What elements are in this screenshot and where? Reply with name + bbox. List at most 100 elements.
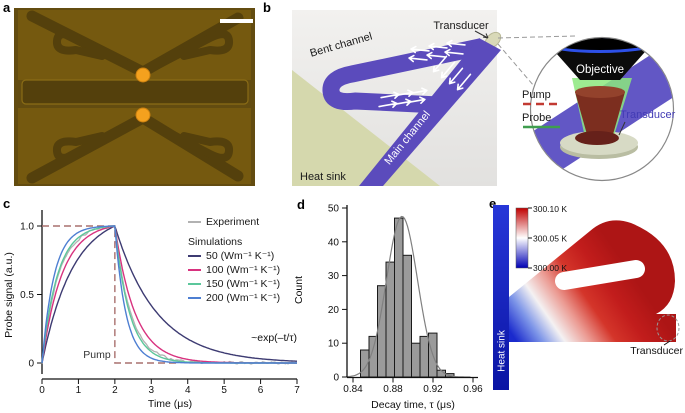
e-colorbar-mid: 300.05 K — [533, 234, 567, 244]
panel-a-label: a — [3, 0, 11, 15]
legend-sim-200-label: 200 (Wm⁻¹ K⁻¹) — [206, 292, 281, 304]
panel-e-label: e — [489, 196, 497, 211]
d-y-tick-label: 20 — [328, 305, 340, 316]
d-bar — [385, 261, 395, 378]
c-x-tick-label: 6 — [258, 385, 264, 396]
legend-sim-150-swatch — [188, 282, 201, 286]
d-x-tick-label: 0.84 — [343, 384, 363, 395]
objective-label: Objective — [576, 64, 624, 76]
e-heat-sink-label: Heat sink — [497, 329, 508, 372]
d-y-tick-label: 10 — [328, 339, 340, 350]
micrograph-main-channel — [21, 79, 249, 105]
c-axes: 0 1 2 3 4 5 6 7 0 0.5 1.0 — [20, 210, 300, 396]
legend-sim-100: 100 (Wm⁻¹ K⁻¹) — [188, 263, 303, 277]
legend-sim-50-label: 50 (Wm⁻¹ K⁻¹) — [206, 250, 275, 262]
scale-bar — [220, 19, 253, 23]
e-transducer-outline — [656, 314, 680, 342]
d-x-tick-label: 0.96 — [463, 384, 483, 395]
d-bar — [419, 335, 429, 378]
legend-sim-50: 50 (Wm⁻¹ K⁻¹) — [188, 249, 303, 263]
exp-decay-annotation: ~exp(–t/τ) — [251, 332, 297, 344]
transducer-label: Transducer — [433, 20, 489, 32]
probe-label: Probe — [522, 112, 551, 124]
d-bar — [402, 254, 412, 378]
d-bar — [411, 342, 421, 378]
d-bar — [377, 285, 387, 378]
c-x-tick-label: 1 — [76, 385, 82, 396]
c-x-tick-label: 4 — [185, 385, 191, 396]
e-loop-hole — [555, 260, 645, 290]
legend-simulations-header: Simulations — [188, 235, 243, 248]
panel-b-schematic: Bent channel Transducer Main channel Hea… — [292, 10, 676, 186]
legend-sim-150: 150 (Wm⁻¹ K⁻¹) — [188, 277, 303, 291]
d-y-tick-label: 0 — [333, 373, 339, 384]
d-xlabel: Decay time, τ (μs) — [371, 399, 455, 411]
inset-transducer-label: Transducer — [620, 109, 676, 121]
inset-transducer-pointer — [618, 121, 626, 136]
c-xlabel: Time (μs) — [148, 398, 192, 410]
c-x-tick-label: 7 — [294, 385, 300, 396]
c-legend: Experiment Simulations 50 (Wm⁻¹ K⁻¹) 100 (W… — [188, 215, 303, 305]
d-y-tick-label: 50 — [328, 204, 340, 215]
c-y-tick-label: 0.5 — [20, 290, 34, 301]
panel-b-label: b — [263, 0, 271, 15]
c-series-50 — [41, 225, 297, 364]
transducer-pointer — [474, 30, 489, 39]
pump-label: Pump — [522, 89, 551, 101]
d-axes: 0 10 20 30 40 50 0.84 0.88 0.92 0.96 — [328, 204, 483, 396]
panel-a-micrograph — [14, 8, 255, 186]
legend-experiment: Experiment — [188, 215, 303, 229]
e-transducer-pointer — [663, 340, 671, 346]
pump-lens-cone — [575, 92, 625, 138]
e-colorbar — [515, 207, 529, 269]
pump-lens-top — [575, 86, 625, 98]
d-x-tick-label: 0.92 — [423, 384, 443, 395]
d-gaussian-fit — [345, 215, 471, 378]
panel-c-line-chart: 0 1 2 3 4 5 6 7 0 0.5 1.0 Probe signal (a.u.) Time… — [3, 210, 300, 410]
c-y-tick-label: 0 — [28, 359, 34, 370]
inset-connector-top — [497, 35, 576, 39]
d-y-tick-label: 30 — [328, 271, 340, 282]
c-x-tick-label: 0 — [39, 385, 45, 396]
bent-channel-shape — [322, 38, 482, 114]
e-colorbar-max: 300.10 K — [533, 204, 567, 214]
main-channel-shape — [359, 38, 501, 186]
panel-d-histogram: 0 10 20 30 40 50 0.84 0.88 0.92 0.96 Count Decay … — [293, 204, 483, 412]
legend-sim-100-label: 100 (Wm⁻¹ K⁻¹) — [206, 264, 281, 276]
legend-sim-100-swatch — [188, 268, 201, 272]
legend-sim-200-swatch — [188, 296, 201, 300]
legend-sim-200: 200 (Wm⁻¹ K⁻¹) — [188, 291, 303, 305]
pump-annotation: Pump — [83, 349, 111, 361]
c-y-tick-label: 1.0 — [20, 222, 34, 233]
inset-connector-bottom — [497, 43, 535, 87]
legend-sim-50-swatch — [188, 254, 201, 258]
c-ylabel: Probe signal (a.u.) — [3, 252, 15, 338]
d-bars — [345, 215, 471, 378]
legend-experiment-label: Experiment — [206, 216, 260, 228]
micrograph-bent-channel-loops — [52, 30, 234, 162]
legend-sim-150-label: 150 (Wm⁻¹ K⁻¹) — [206, 278, 281, 290]
heat-sink-label: Heat sink — [300, 171, 346, 183]
c-x-tick-label: 2 — [112, 385, 118, 396]
e-colorbar-ticks — [528, 207, 532, 269]
d-x-tick-label: 0.88 — [383, 384, 403, 395]
legend-experiment-swatch — [188, 220, 201, 224]
pump-spot — [575, 131, 619, 145]
e-transducer-label: Transducer — [630, 345, 683, 357]
d-ylabel: Count — [293, 276, 305, 304]
e-heat-sink-bar — [493, 205, 509, 390]
micrograph-transducer-dot-top — [135, 67, 151, 83]
d-bar — [394, 217, 404, 378]
objective-body — [548, 44, 652, 80]
panel-e-temperature-map: 300.10 K 300.05 K 300.00 K Heat sink Tra… — [493, 204, 684, 390]
e-colorbar-min: 300.00 K — [533, 263, 567, 273]
c-curves — [41, 225, 298, 365]
panel-d-label: d — [297, 197, 305, 212]
d-y-tick-label: 40 — [328, 237, 340, 248]
micrograph-transducer-dot-bottom — [135, 107, 151, 123]
c-x-tick-label: 5 — [221, 385, 227, 396]
c-pump-wave — [42, 225, 177, 364]
c-x-tick-label: 3 — [149, 385, 155, 396]
heat-flow-arrows — [378, 39, 472, 108]
